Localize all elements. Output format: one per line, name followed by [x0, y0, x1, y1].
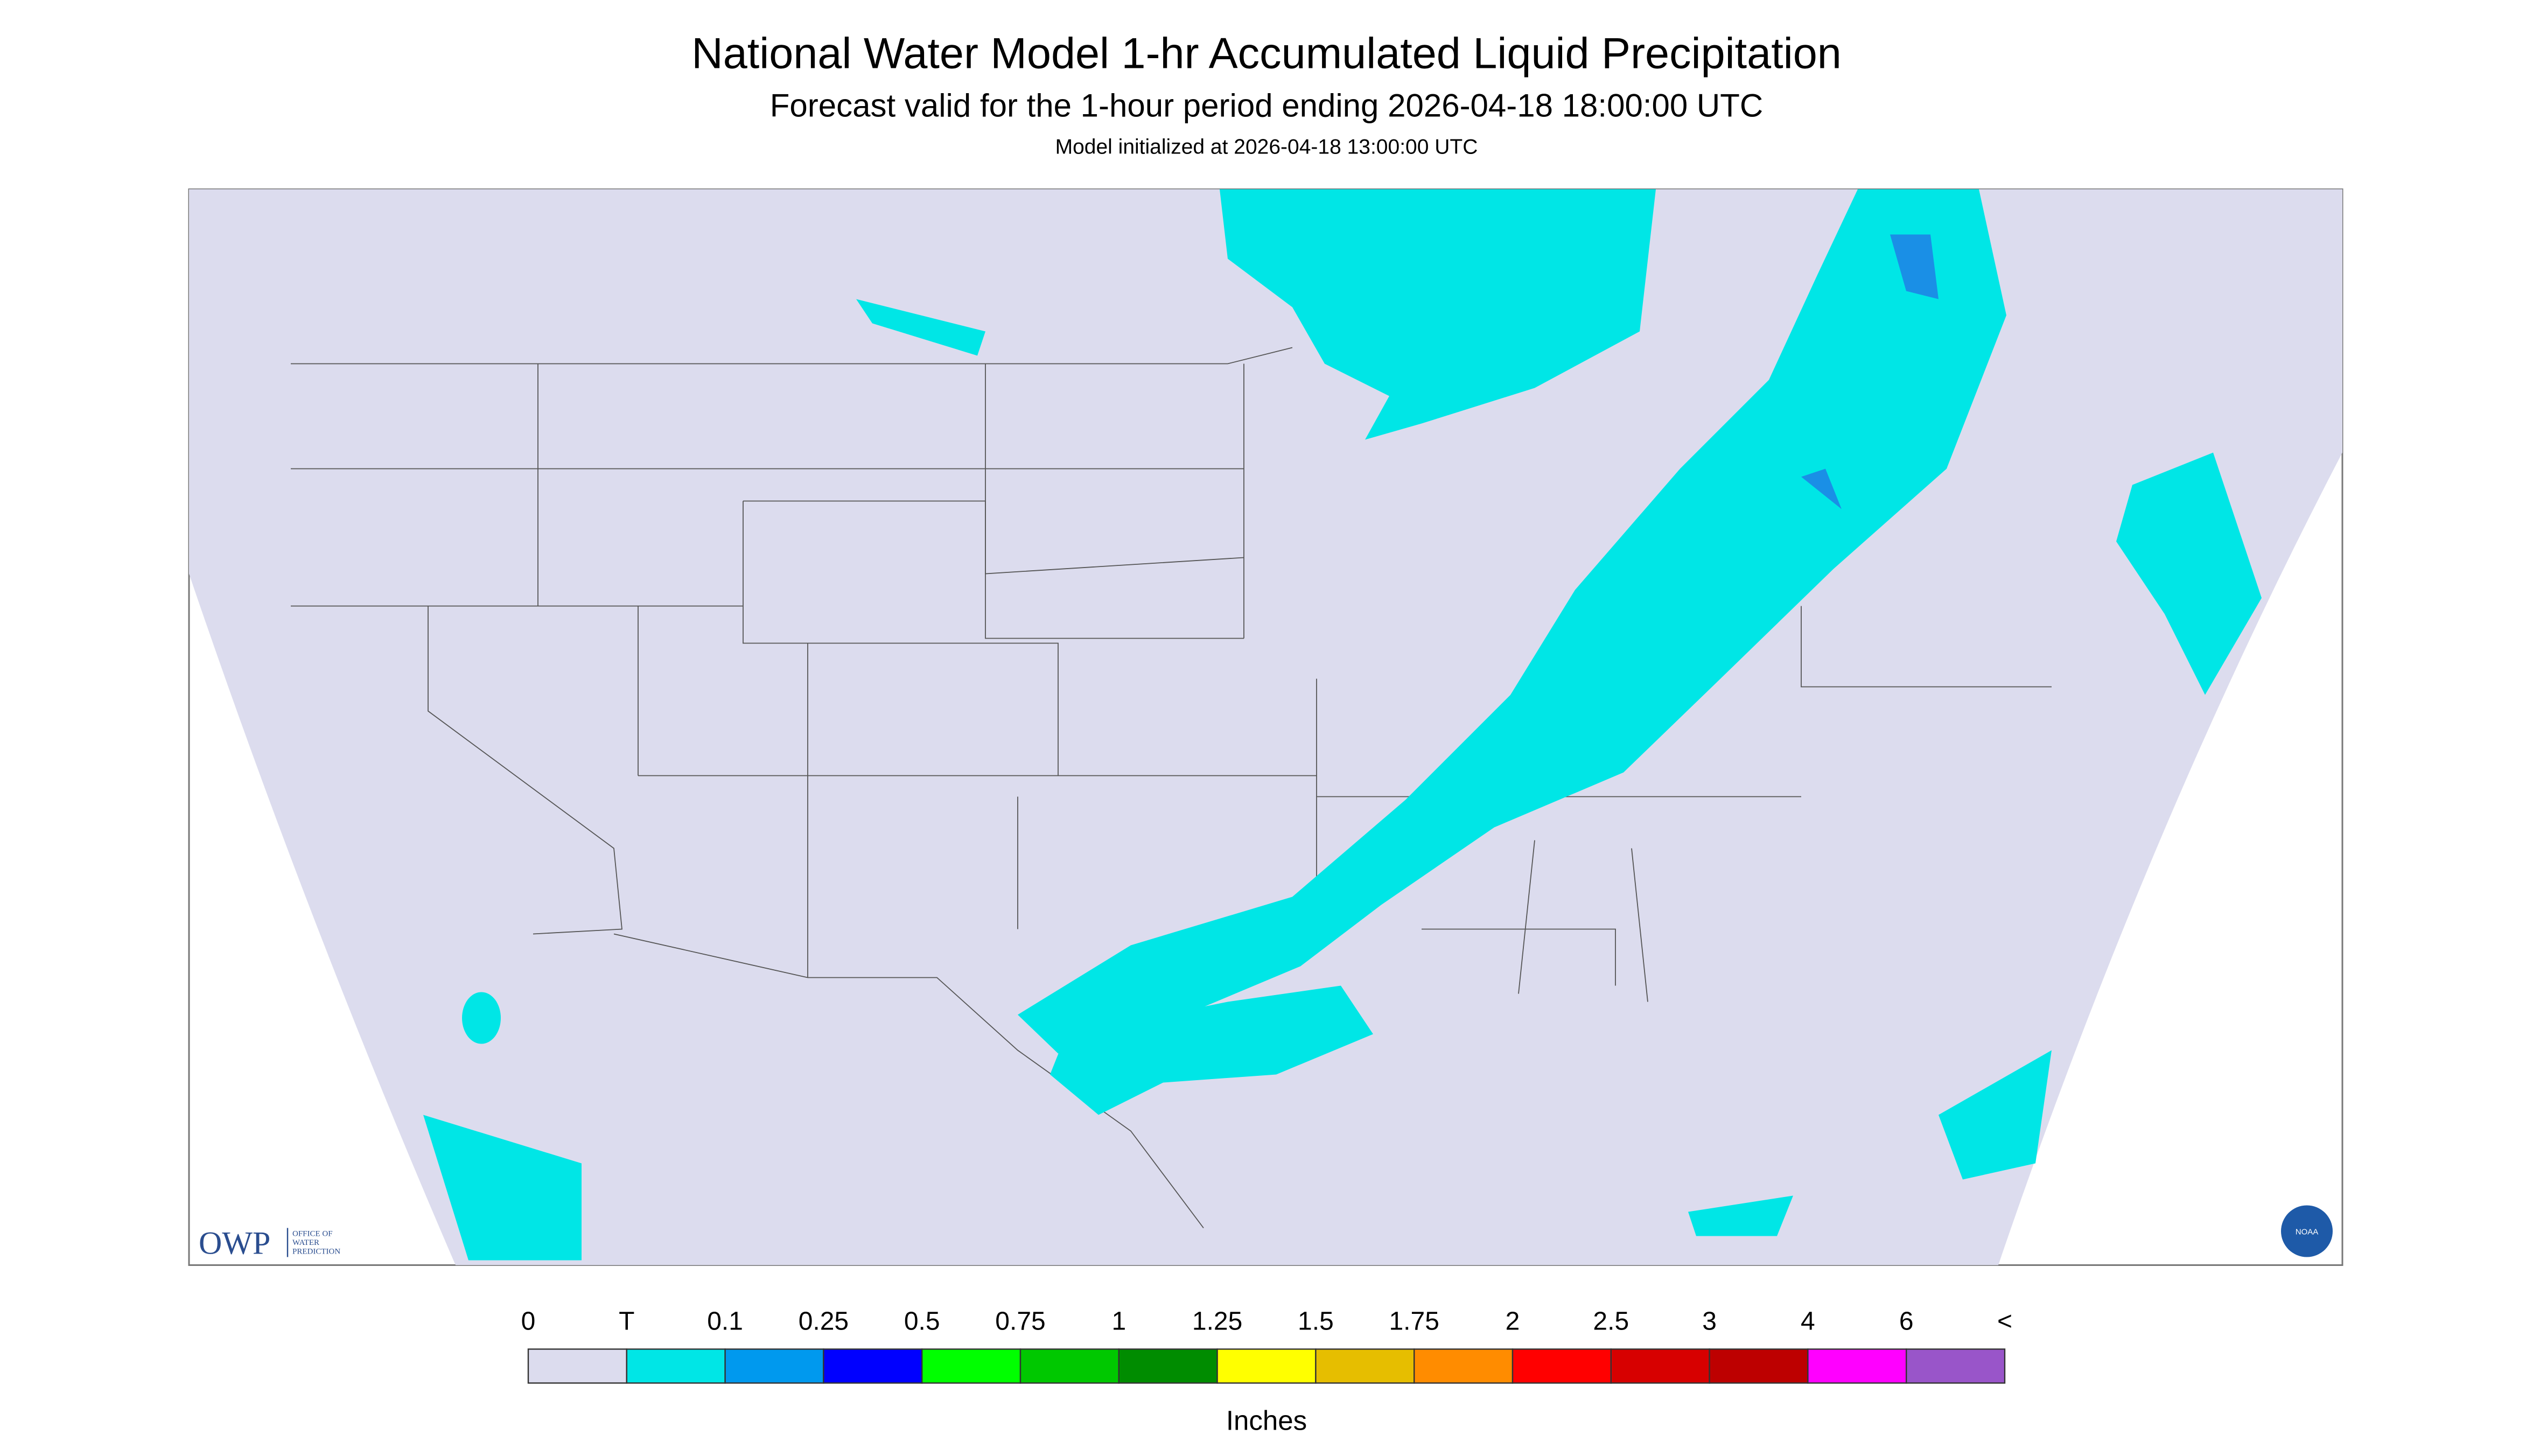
rain-atlantic [1939, 1050, 2052, 1180]
legend-swatch [921, 1348, 1021, 1384]
legend-level: 1.5 [1298, 1307, 1334, 1336]
legend-swatch [1807, 1348, 1907, 1384]
legend-level: 0.5 [904, 1307, 940, 1336]
owp-text-line: WATER [292, 1238, 319, 1247]
owp-text-line: PREDICTION [292, 1248, 340, 1256]
legend-level: 0.75 [995, 1307, 1045, 1336]
legend-swatch [626, 1348, 726, 1384]
legend-swatch [1019, 1348, 1120, 1384]
legend-level: 3 [1702, 1307, 1717, 1336]
rain-gulf [1050, 985, 1373, 1115]
legend-swatch [1709, 1348, 1809, 1384]
legend-level: 1.25 [1192, 1307, 1242, 1336]
legend-swatch [527, 1348, 628, 1384]
legend-swatch [1216, 1348, 1317, 1384]
title: National Water Model 1-hr Accumulated Li… [691, 30, 1842, 78]
legend-unit: Inches [1226, 1405, 1307, 1436]
legend-swatch [1414, 1348, 1514, 1384]
legend-swatch [1905, 1348, 2006, 1384]
rain-baja [462, 992, 501, 1044]
legend-level: < [1997, 1307, 2012, 1336]
rain-heavy [1890, 234, 1939, 299]
init-time: Model initialized at 2026-04-18 13:00:00… [1055, 136, 1478, 159]
legend-level: 2.5 [1593, 1307, 1629, 1336]
rain-pacific [423, 1115, 582, 1261]
legend-swatch [1610, 1348, 1710, 1384]
rain-northeast [2116, 452, 2262, 695]
legend-level: 1 [1111, 1307, 1126, 1336]
owp-text-line: OFFICE OF [292, 1230, 333, 1238]
rain-north [1220, 189, 1656, 440]
noaa-text: NOAA [2296, 1228, 2319, 1237]
rain-florida [1688, 1195, 1793, 1236]
legend-swatch [1315, 1348, 1415, 1384]
legend-swatch [823, 1348, 923, 1384]
rain-heavy [1801, 468, 1842, 509]
color-legend: 0 T 0.1 0.25 0.5 0.75 1 1.25 1.5 1.75 2 2.5 3 4 6 < [521, 1307, 2012, 1384]
legend-level: 1.75 [1389, 1307, 1439, 1336]
legend-swatch [724, 1348, 824, 1384]
rain-band [1018, 189, 2006, 1054]
owp-logo: OWP [199, 1226, 270, 1261]
legend-level: 4 [1801, 1307, 1815, 1336]
legend-level: 6 [1899, 1307, 1914, 1336]
rain-dakota [856, 299, 985, 356]
legend-level: 0.25 [799, 1307, 849, 1336]
precipitation [423, 189, 2262, 1261]
subtitle: Forecast valid for the 1-hour period end… [770, 88, 1763, 124]
legend-swatch [1118, 1348, 1218, 1384]
legend-level: 0 [521, 1307, 536, 1336]
noaa-logo [2281, 1205, 2333, 1257]
legend-level: T [619, 1307, 634, 1336]
legend-level: 0.1 [707, 1307, 743, 1336]
legend-level: 2 [1506, 1307, 1520, 1336]
boundaries [291, 347, 2052, 1229]
legend-swatch [1512, 1348, 1612, 1384]
